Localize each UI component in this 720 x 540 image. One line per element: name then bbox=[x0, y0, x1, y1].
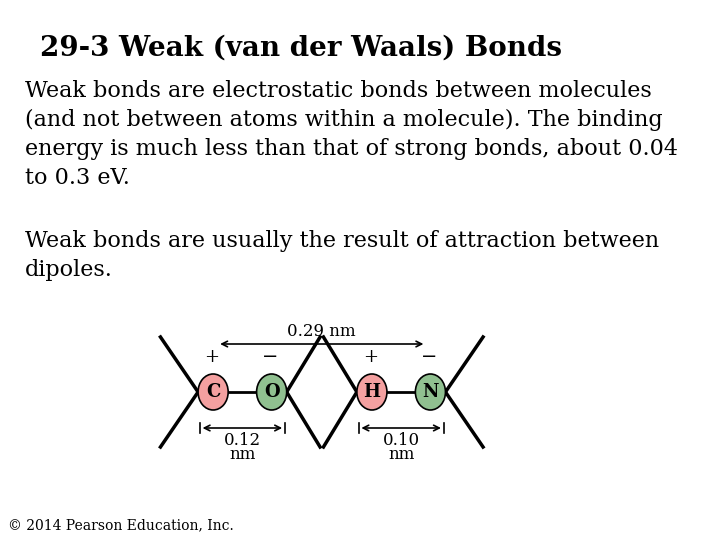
Circle shape bbox=[357, 374, 387, 410]
Text: O: O bbox=[264, 383, 279, 401]
Text: +: + bbox=[363, 348, 378, 366]
Text: 0.10: 0.10 bbox=[382, 432, 420, 449]
Text: nm: nm bbox=[388, 446, 414, 463]
Circle shape bbox=[198, 374, 228, 410]
Text: © 2014 Pearson Education, Inc.: © 2014 Pearson Education, Inc. bbox=[9, 518, 234, 532]
Text: 0.12: 0.12 bbox=[224, 432, 261, 449]
Text: N: N bbox=[422, 383, 438, 401]
Text: −: − bbox=[420, 348, 437, 366]
Text: nm: nm bbox=[229, 446, 256, 463]
Text: 0.29 nm: 0.29 nm bbox=[287, 323, 356, 340]
Circle shape bbox=[256, 374, 287, 410]
Text: −: − bbox=[262, 348, 278, 366]
Circle shape bbox=[415, 374, 446, 410]
Text: Weak bonds are electrostatic bonds between molecules
(and not between atoms with: Weak bonds are electrostatic bonds betwe… bbox=[25, 80, 678, 188]
Text: C: C bbox=[206, 383, 220, 401]
Text: +: + bbox=[204, 348, 219, 366]
Text: H: H bbox=[364, 383, 380, 401]
Text: Weak bonds are usually the result of attraction between
dipoles.: Weak bonds are usually the result of att… bbox=[25, 230, 660, 281]
Text: 29-3 Weak (van der Waals) Bonds: 29-3 Weak (van der Waals) Bonds bbox=[40, 35, 562, 62]
